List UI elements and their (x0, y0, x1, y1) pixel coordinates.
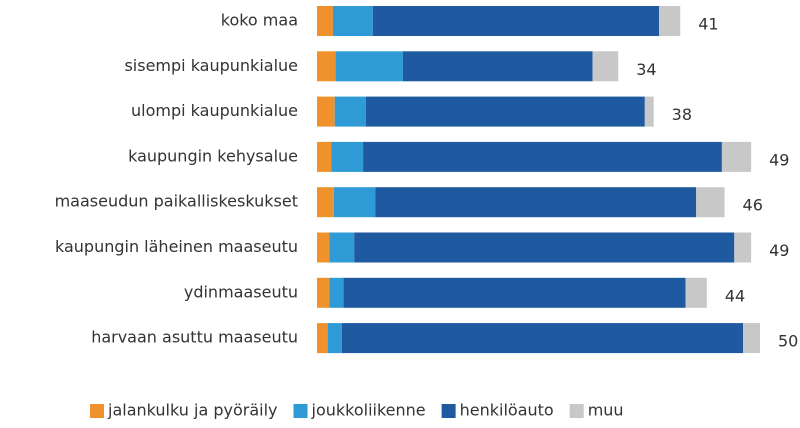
bar-segment (343, 277, 686, 308)
bar-segment (333, 187, 376, 218)
total-label: 34 (636, 60, 656, 79)
bar-segment (341, 323, 744, 354)
bar-segment (317, 51, 336, 82)
bar-segment (317, 232, 330, 263)
bar-segment (331, 141, 364, 172)
category-label: ulompi kaupunkialue (131, 101, 298, 120)
bar-segment (327, 323, 342, 354)
bar-segment (644, 96, 654, 127)
total-label: 38 (672, 105, 692, 124)
bar-segment (721, 141, 752, 172)
category-label: harvaan asuttu maaseutu (91, 328, 298, 347)
bar-segment (696, 187, 725, 218)
legend-swatch (441, 404, 456, 418)
bar-segment (743, 323, 760, 354)
bar-segment (592, 51, 619, 82)
legend-swatch (90, 404, 104, 418)
bar-segment (317, 96, 335, 127)
bar-segment (317, 187, 334, 218)
bar-segment (363, 141, 722, 172)
legend-label: muu (588, 401, 624, 420)
bar-segment (332, 6, 373, 36)
bar-segment (375, 187, 697, 218)
total-label: 49 (769, 150, 789, 169)
legend-label: henkilöauto (460, 401, 554, 420)
bar-segment (335, 51, 403, 82)
category-label: koko maa (221, 11, 298, 30)
bar-segment (354, 232, 735, 263)
total-label: 49 (769, 241, 789, 260)
bar-segment (365, 96, 645, 127)
bar-segment (685, 277, 707, 308)
total-label: 50 (778, 332, 798, 351)
total-label: 44 (725, 286, 745, 305)
bar-segment (658, 6, 681, 36)
category-label: kaupungin läheinen maaseutu (55, 237, 298, 256)
legend-label: jalankulku ja pyöräily (107, 401, 278, 420)
bar-segment (317, 277, 330, 308)
bar-segment (317, 6, 333, 36)
bar-segment (329, 232, 355, 263)
bar-segment (329, 277, 344, 308)
total-label: 46 (743, 196, 763, 215)
category-label: kaupungin kehysalue (128, 146, 298, 165)
category-label: maaseudun paikalliskeskukset (55, 192, 298, 211)
bar-segment (372, 6, 659, 36)
bar-segment (334, 96, 366, 127)
bar-segment (734, 232, 752, 263)
legend-label: joukkoliikenne (311, 401, 426, 420)
category-label: sisempi kaupunkialue (124, 56, 298, 75)
bar-segment (317, 323, 328, 354)
bar-segment (317, 141, 332, 172)
category-label: ydinmaaseutu (184, 282, 298, 301)
legend-swatch (569, 404, 584, 418)
bar-segment (402, 51, 593, 82)
legend-swatch (293, 404, 308, 418)
total-label: 41 (698, 15, 718, 34)
